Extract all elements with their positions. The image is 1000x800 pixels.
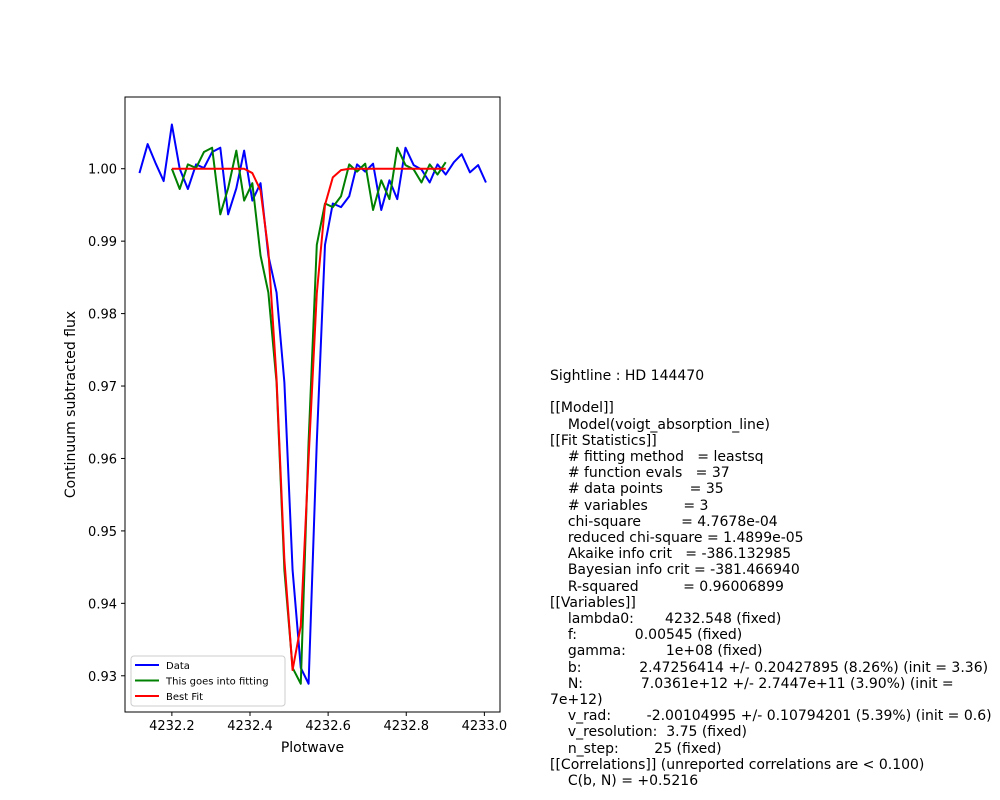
y-tick-label: 0.99 bbox=[88, 235, 117, 250]
report-line: n_step: 25 (fixed) bbox=[550, 740, 722, 757]
report-line: gamma: 1e+08 (fixed) bbox=[550, 643, 763, 660]
x-tick-label: 4232.6 bbox=[305, 719, 351, 734]
y-tick-label: 0.94 bbox=[88, 597, 117, 612]
legend-label: This goes into fitting bbox=[165, 677, 269, 688]
report-line: chi-square = 4.7678e-04 bbox=[550, 513, 778, 530]
y-tick-label: 0.98 bbox=[88, 308, 117, 323]
report-line: Akaike info crit = -386.132985 bbox=[550, 546, 792, 563]
report-line: [[Fit Statistics]] bbox=[550, 432, 657, 449]
legend-label: Data bbox=[166, 661, 190, 672]
series-layer bbox=[138, 123, 487, 685]
y-tick-label: 0.95 bbox=[88, 525, 117, 540]
report-line bbox=[550, 384, 995, 400]
report-line: f: 0.00545 (fixed) bbox=[550, 627, 743, 644]
legend-label: Best Fit bbox=[166, 692, 203, 703]
report-line: Bayesian info crit = -381.466940 bbox=[550, 562, 800, 579]
x-tick-label: 4232.2 bbox=[149, 719, 195, 734]
y-axis-ticks: 0.93 0.94 0.95 0.96 0.97 0.98 0.99 1.00 bbox=[88, 163, 125, 685]
report-line: [[Variables]] bbox=[550, 594, 636, 611]
y-tick-label: 0.96 bbox=[88, 452, 117, 467]
report-line: # variables = 3 bbox=[550, 497, 709, 514]
report-line: C(b, N) = +0.5216 bbox=[550, 773, 699, 790]
y-tick-label: 0.97 bbox=[88, 380, 117, 395]
x-tick-label: 4232.4 bbox=[227, 719, 273, 734]
report-line: [[Model]] bbox=[550, 400, 614, 417]
y-tick-label: 0.93 bbox=[88, 670, 117, 685]
report-line: lambda0: 4232.548 (fixed) bbox=[550, 611, 782, 628]
report-line: # fitting method = leastsq bbox=[550, 449, 764, 465]
report-line: R-squared = 0.96006899 bbox=[550, 578, 784, 595]
y-tick-label: 1.00 bbox=[88, 163, 117, 178]
series-line-1 bbox=[170, 146, 447, 685]
report-line: Model(voigt_absorption_line) bbox=[550, 416, 770, 433]
series-line-2 bbox=[171, 167, 446, 671]
x-axis-ticks: 4232.2 4232.4 4232.6 4232.8 4233.0 bbox=[149, 712, 507, 734]
report-line: N: 7.0361e+12 +/- 2.7447e+11 (3.90%) (in… bbox=[550, 675, 959, 709]
report-line: # function evals = 37 bbox=[550, 465, 730, 482]
series-line-0 bbox=[138, 123, 487, 685]
x-tick-label: 4233.0 bbox=[462, 719, 508, 734]
report-line: b: 2.47256414 +/- 0.20427895 (8.26%) (in… bbox=[550, 659, 989, 676]
fit-report: Sightline : HD 144470 [[Model]] Model(voi… bbox=[550, 368, 995, 789]
report-line: reduced chi-square = 1.4899e-05 bbox=[550, 530, 804, 547]
report-line: # data points = 35 bbox=[550, 481, 724, 498]
axes-frame bbox=[124, 96, 501, 713]
report-line: v_rad: -2.00104995 +/- 0.10794201 (5.39%… bbox=[550, 708, 992, 725]
legend: Data This goes into fitting Best Fit bbox=[130, 655, 286, 707]
legend-box bbox=[130, 655, 286, 707]
x-tick-label: 4232.8 bbox=[384, 719, 430, 734]
y-axis-label: Continuum subtracted flux bbox=[63, 311, 79, 498]
report-line: Sightline : HD 144470 bbox=[550, 368, 705, 384]
report-line: v_resolution: 3.75 (fixed) bbox=[550, 724, 747, 741]
report-line: [[Correlations]] (unreported correlation… bbox=[550, 756, 925, 773]
x-axis-label: Plotwave bbox=[281, 740, 344, 756]
